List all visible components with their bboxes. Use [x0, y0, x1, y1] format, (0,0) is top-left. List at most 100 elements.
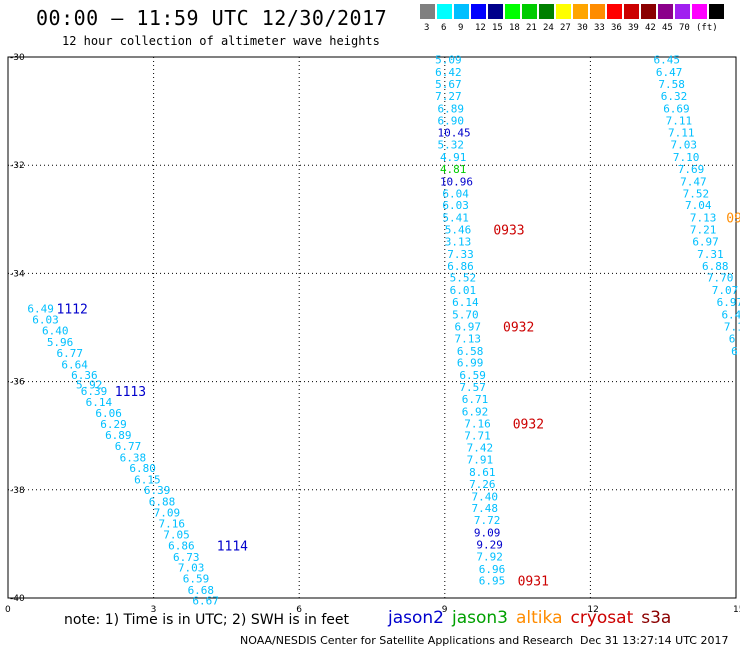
- data-point-label: 7.03: [178, 562, 205, 575]
- x-tick-label: 15: [733, 605, 740, 615]
- track-time-label: 0932: [503, 320, 534, 335]
- data-point-label: 7.13: [455, 332, 482, 345]
- data-point-label: 7.16: [464, 417, 491, 430]
- color-scale-label: 18: [509, 23, 520, 33]
- color-scale-label: 6: [441, 23, 447, 33]
- color-scale-label: 30: [577, 23, 588, 33]
- data-point-label: 7.58: [658, 78, 685, 91]
- data-point-label: 6.77: [57, 347, 84, 360]
- legend-entry-cryosat: cryosat: [570, 608, 634, 628]
- color-scale-swatch: [709, 4, 724, 19]
- color-scale-swatch: [590, 4, 605, 19]
- data-point-label: 7.04: [685, 199, 712, 212]
- data-point-label: 6.01: [450, 284, 477, 297]
- legend-entry-altika: altika: [516, 608, 563, 628]
- data-point-label: 6.92: [462, 405, 489, 418]
- data-point-label: 7.33: [447, 248, 474, 261]
- data-point-label: 7.03: [670, 139, 697, 152]
- data-point-label: 7.16: [158, 517, 185, 530]
- color-scale-label: 27: [560, 23, 571, 33]
- color-scale-label: 33: [594, 23, 605, 33]
- data-point-label: 6.58: [457, 345, 484, 358]
- color-scale-label: 21: [526, 23, 537, 33]
- legend-entry-jason2: jason2: [388, 608, 444, 628]
- color-scale-swatch: [675, 4, 690, 19]
- data-point-label: 6.86: [168, 540, 195, 553]
- data-point-label: 5.09: [435, 54, 462, 67]
- track-time-label: 0933: [493, 224, 524, 239]
- note-text: note: 1) Time is in UTC; 2) SWH is in fe…: [64, 612, 350, 628]
- track-time-label: 1114: [217, 540, 248, 555]
- y-tick-label: -36: [10, 378, 25, 388]
- data-point-label: 6.36: [71, 369, 98, 382]
- data-point-label: 6: [729, 332, 736, 345]
- data-point-label: 7.48: [471, 502, 498, 515]
- data-point-label: 6.64: [61, 358, 88, 371]
- data-point-label: 6.86: [447, 260, 474, 273]
- data-point-label: 7.26: [469, 478, 496, 491]
- track-time-label: 0932: [513, 417, 544, 432]
- data-point-label: 7.91: [467, 454, 494, 467]
- data-point-label: 4.91: [440, 151, 467, 164]
- data-point-label: 6.49: [721, 309, 740, 322]
- data-point-label: 7.31: [697, 248, 724, 261]
- data-point-label: 5.96: [47, 336, 74, 349]
- color-scale-swatch: [641, 4, 656, 19]
- data-point-label: 8.61: [469, 466, 496, 479]
- data-point-label: 6.03: [32, 313, 59, 326]
- color-scale-label: 12: [475, 23, 486, 33]
- data-point-label: 10.45: [438, 127, 471, 140]
- data-point-label: 6.67: [192, 595, 219, 608]
- data-point-label: 6.89: [438, 102, 465, 115]
- data-point-label: 10.96: [440, 175, 473, 188]
- track-time-label: 1113: [115, 385, 146, 400]
- data-point-label: 7.11: [668, 127, 695, 140]
- data-point-label: 6.06: [95, 407, 122, 420]
- data-point-label: 7.09: [154, 507, 181, 520]
- data-point-label: 7.69: [678, 163, 705, 176]
- x-tick-label: 9: [442, 605, 448, 615]
- data-point-label: 6.14: [452, 296, 479, 309]
- chart-title: 00:00 – 11:59 UTC 12/30/2017: [36, 6, 388, 30]
- data-point-label: 6.97: [455, 320, 482, 333]
- data-point-label: 6.49: [27, 303, 54, 316]
- data-point-label: 7.27: [435, 90, 462, 103]
- color-scale-swatch: [692, 4, 707, 19]
- plot-frame: [7, 56, 737, 599]
- data-point-label: 5.52: [450, 272, 477, 285]
- data-point-label: 5.32: [438, 139, 465, 152]
- data-point-label: 6.32: [661, 90, 688, 103]
- track-time-label: 1112: [57, 303, 88, 318]
- color-scale-swatch: [488, 4, 503, 19]
- data-point-label: 6.40: [42, 325, 68, 338]
- data-point-label: 5.67: [435, 78, 462, 91]
- timestamp-text: Dec 31 13:27:14 UTC 2017: [580, 634, 729, 647]
- color-scale-swatch: [573, 4, 588, 19]
- color-scale-swatch: [420, 4, 435, 19]
- y-tick-label: -38: [10, 486, 25, 496]
- color-scale-label: 39: [628, 23, 639, 33]
- y-tick-label: -34: [10, 269, 25, 279]
- data-point-label: 6.69: [663, 102, 690, 115]
- credit-text: NOAA/NESDIS Center for Satellite Applica…: [240, 634, 574, 647]
- data-point-label: 7.1: [724, 320, 740, 333]
- data-point-label: 7.40: [471, 490, 498, 503]
- x-tick-label: 3: [151, 605, 157, 615]
- color-scale-label: 70: [679, 23, 690, 33]
- data-point-label: 5.70: [452, 309, 479, 322]
- data-point-label: 6.68: [188, 584, 215, 597]
- data-point-label: 5.46: [445, 224, 472, 237]
- data-point-label: 6.03: [442, 199, 469, 212]
- color-scale-label: 3: [424, 23, 430, 33]
- data-point-label: 6.80: [129, 462, 156, 475]
- color-scale-label: 45: [662, 23, 673, 33]
- color-scale-swatch: [539, 4, 554, 19]
- track-time-label: 09: [726, 212, 740, 227]
- data-point-label: 6.96: [479, 563, 506, 576]
- data-point-label: 7.42: [467, 442, 494, 455]
- data-point-label: 6.04: [442, 187, 469, 200]
- data-point-label: 7.71: [464, 430, 491, 443]
- color-scale-label: 36: [611, 23, 622, 33]
- data-point-label: 6.88: [702, 260, 729, 273]
- satellite-legend: jason2 jason3 altika cryosat s3a: [388, 608, 679, 628]
